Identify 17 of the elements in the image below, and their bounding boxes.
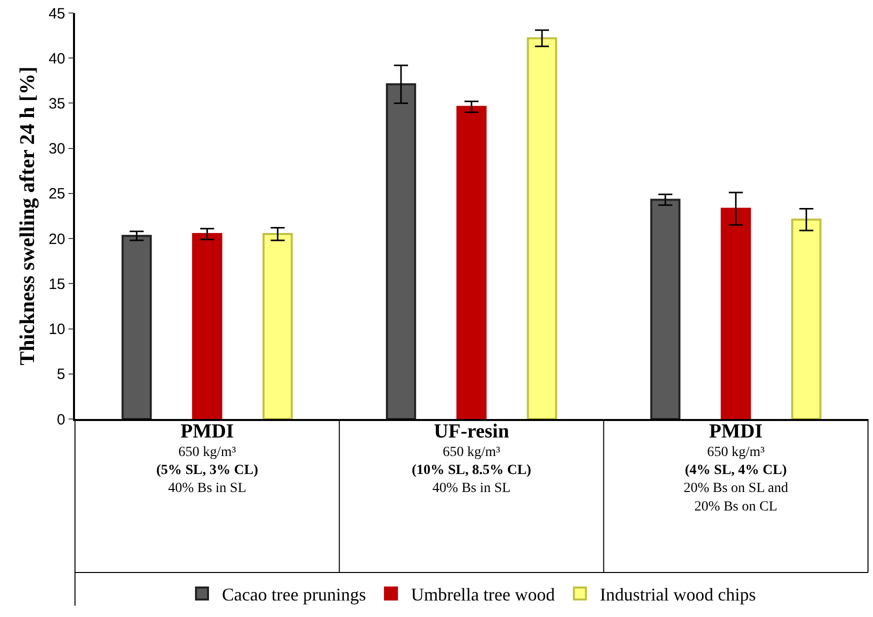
y-tick-label: 20 [48,230,66,248]
y-tick-label: 5 [56,366,66,384]
y-tick-label: 40 [48,50,66,68]
y-tick-label: 45 [48,5,66,22]
y-tick-label: 30 [48,140,66,158]
legend-label: Industrial wood chips [600,584,756,605]
x-tick-label: PMDI 650 kg/m³ (5% SL, 3% CL) 40% Bs in SL [156,420,258,496]
y-axis-title: Thickness swelling after 24 h [%] [15,66,40,366]
legend-label: Cacao tree prunings [222,584,366,605]
legend-label: Umbrella tree wood [410,584,555,605]
y-tick-label: 10 [48,321,66,338]
y-tick-label: 35 [48,95,66,112]
x-tick-label: UF-resin 650 kg/m³ (10% SL, 8.5% CL) 40% Bs in SL [412,420,532,496]
y-tick-label: 0 [56,411,66,428]
y-tick-label: 25 [48,186,66,203]
y-tick-label: 15 [48,276,66,293]
x-tick-label: PMDI 650 kg/m³ (4% SL, 4% CL) 20% Bs on SL and 20% Bs on CL [684,420,788,514]
